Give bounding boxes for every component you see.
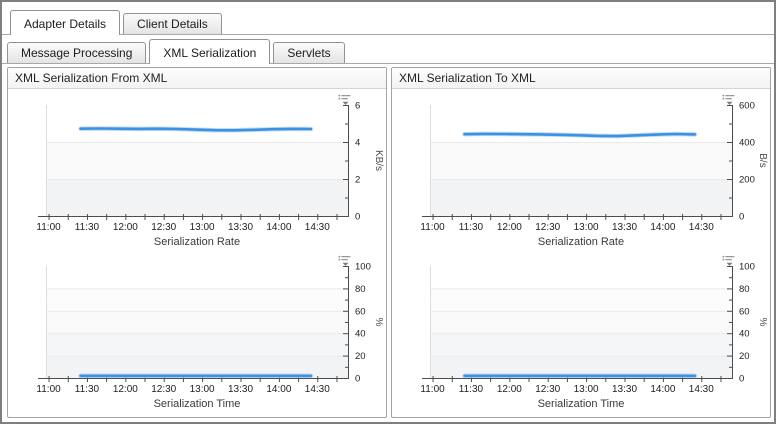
svg-text:KB/s: KB/s — [373, 150, 384, 171]
svg-text:400: 400 — [739, 138, 755, 149]
tab-client-details[interactable]: Client Details — [123, 13, 222, 34]
svg-text:100: 100 — [355, 262, 371, 273]
svg-text:60: 60 — [739, 306, 750, 317]
svg-text:0: 0 — [355, 212, 360, 223]
svg-text:13:00: 13:00 — [574, 222, 599, 233]
chart-serialization-rate-from-xml: 0 2 4 6 KB/s 11:00 11:30 12:00 12:30 13:00 13:30 14… — [10, 90, 384, 247]
svg-text:14:30: 14:30 — [689, 222, 714, 233]
svg-text:40: 40 — [355, 329, 366, 340]
svg-text:40: 40 — [739, 329, 750, 340]
svg-text:11:30: 11:30 — [75, 222, 100, 233]
tab-message-processing[interactable]: Message Processing — [7, 42, 147, 63]
svg-text:12:00: 12:00 — [497, 222, 522, 233]
svg-text:0: 0 — [355, 374, 360, 385]
svg-text:20: 20 — [739, 351, 750, 362]
svg-text:600: 600 — [739, 101, 755, 112]
svg-text:14:30: 14:30 — [305, 222, 330, 233]
svg-text:11:30: 11:30 — [459, 384, 484, 395]
svg-text:60: 60 — [355, 306, 366, 317]
svg-text:14:00: 14:00 — [650, 222, 675, 233]
chart-serialization-time-to-xml: 0 20 40 60 80 100% 11:00 11:30 12:00 12:30 13:00 13… — [394, 247, 768, 413]
svg-text:13:00: 13:00 — [190, 222, 215, 233]
svg-text:14:30: 14:30 — [689, 384, 714, 395]
svg-text:13:30: 13:30 — [228, 222, 253, 233]
svg-text:100: 100 — [739, 262, 755, 273]
serialization-time-chart: 0 20 40 60 80 100% 11:00 11:30 12:00 12:30 13:00 13… — [420, 262, 768, 411]
svg-text:12:00: 12:00 — [113, 222, 138, 233]
chart-serialization-rate-to-xml: 0 200 400 600 B/s 11:00 11:30 12:00 12:30 13:00 13… — [394, 90, 768, 247]
svg-text:2: 2 — [355, 175, 360, 186]
svg-text:12:30: 12:30 — [535, 222, 560, 233]
tab-xml-serialization[interactable]: XML Serialization — [149, 39, 271, 64]
svg-text:0: 0 — [739, 212, 744, 223]
chart-serialization-time-from-xml: 0 20 40 60 80 100% 11:00 11:30 12:00 12:30 13:00 13… — [10, 247, 384, 413]
secondary-tabstrip: Message Processing XML Serialization Ser… — [2, 37, 774, 64]
svg-text:13:30: 13:30 — [612, 384, 637, 395]
svg-text:11:00: 11:00 — [36, 384, 61, 395]
svg-text:11:00: 11:00 — [36, 222, 61, 233]
legend-dropdown-icon[interactable] — [722, 254, 736, 266]
panel-body: 0 200 400 600 B/s 11:00 11:30 12:00 12:30 13:00 13… — [392, 89, 770, 413]
svg-text:13:00: 13:00 — [190, 384, 215, 395]
panel-title: XML Serialization To XML — [392, 68, 770, 89]
svg-text:11:00: 11:00 — [420, 384, 445, 395]
svg-text:0: 0 — [739, 374, 744, 385]
svg-text:14:30: 14:30 — [305, 384, 330, 395]
svg-text:12:30: 12:30 — [151, 222, 176, 233]
svg-text:80: 80 — [739, 284, 750, 295]
legend-dropdown-icon[interactable] — [338, 93, 352, 105]
svg-text:13:30: 13:30 — [228, 384, 253, 395]
panel-xml-serialization-from-xml: XML Serialization From XML 0 2 4 6 KB/s 11:00… — [7, 67, 387, 418]
svg-text:12:00: 12:00 — [113, 384, 138, 395]
panel-body: 0 2 4 6 KB/s 11:00 11:30 12:00 12:30 13:00 13:30 14… — [8, 89, 386, 413]
svg-text:11:30: 11:30 — [459, 222, 484, 233]
svg-text:4: 4 — [355, 138, 360, 149]
tab-servlets[interactable]: Servlets — [273, 42, 345, 63]
svg-text:13:30: 13:30 — [612, 222, 637, 233]
tab-adapter-details[interactable]: Adapter Details — [10, 10, 121, 35]
svg-text:12:30: 12:30 — [535, 384, 560, 395]
svg-text:Serialization Rate: Serialization Rate — [538, 236, 624, 247]
svg-text:Serialization Time: Serialization Time — [154, 398, 241, 410]
svg-text:12:00: 12:00 — [497, 384, 522, 395]
svg-text:13:00: 13:00 — [574, 384, 599, 395]
legend-dropdown-icon[interactable] — [722, 93, 736, 105]
legend-dropdown-icon[interactable] — [338, 254, 352, 266]
svg-text:200: 200 — [739, 175, 755, 186]
svg-text:6: 6 — [355, 101, 360, 112]
content-area: XML Serialization From XML 0 2 4 6 KB/s 11:00… — [7, 67, 771, 418]
svg-text:20: 20 — [355, 351, 366, 362]
serialization-rate-chart: 0 2 4 6 KB/s 11:00 11:30 12:00 12:30 13:00 13:30 14… — [36, 101, 384, 248]
panel-title: XML Serialization From XML — [8, 68, 386, 89]
svg-text:Serialization Time: Serialization Time — [538, 398, 625, 410]
svg-text:Serialization Rate: Serialization Rate — [154, 236, 240, 247]
svg-text:14:00: 14:00 — [266, 384, 291, 395]
svg-text:%: % — [373, 318, 384, 327]
svg-text:11:00: 11:00 — [420, 222, 445, 233]
svg-text:12:30: 12:30 — [151, 384, 176, 395]
svg-text:11:30: 11:30 — [75, 384, 100, 395]
svg-text:%: % — [757, 318, 768, 327]
svg-text:80: 80 — [355, 284, 366, 295]
svg-text:14:00: 14:00 — [650, 384, 675, 395]
serialization-rate-chart: 0 200 400 600 B/s 11:00 11:30 12:00 12:30 13:00 13… — [420, 101, 768, 248]
svg-text:B/s: B/s — [757, 153, 768, 167]
primary-tabstrip: Adapter Details Client Details — [2, 2, 774, 35]
svg-text:14:00: 14:00 — [266, 222, 291, 233]
serialization-time-chart: 0 20 40 60 80 100% 11:00 11:30 12:00 12:30 13:00 13… — [36, 262, 384, 411]
panel-xml-serialization-to-xml: XML Serialization To XML 0 200 400 600 B/s 11… — [391, 67, 771, 418]
